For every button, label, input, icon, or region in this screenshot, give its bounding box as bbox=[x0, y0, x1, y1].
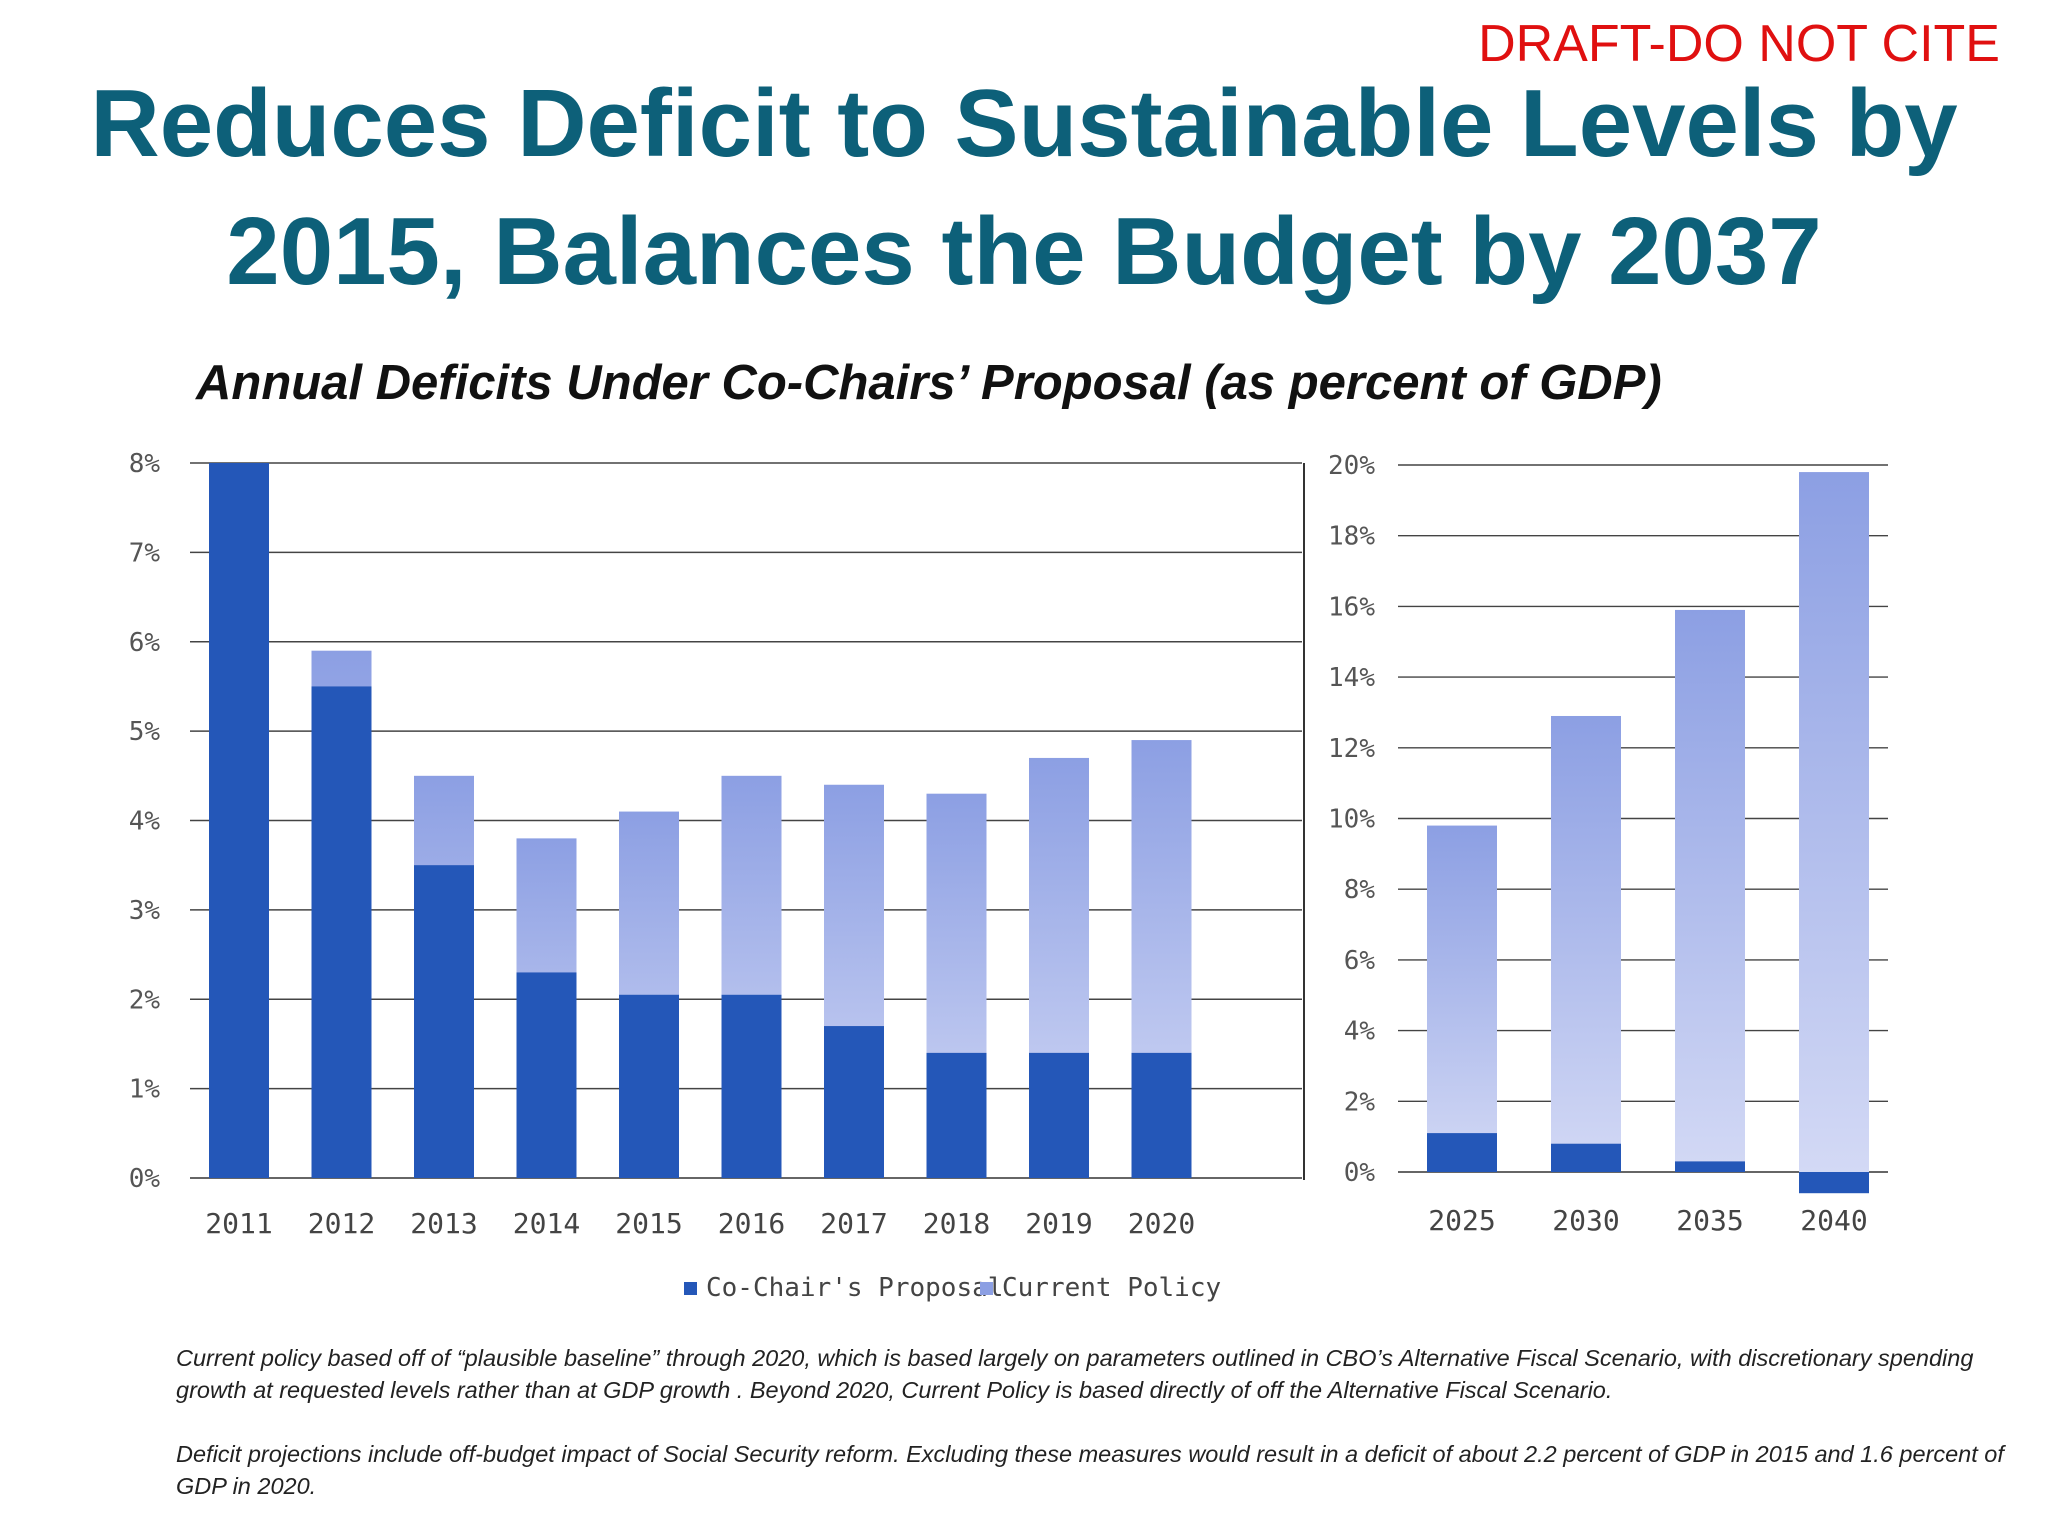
legend-label-policy: Current Policy bbox=[1002, 1273, 1221, 1303]
right-y-tick-label: 10% bbox=[1328, 805, 1375, 835]
left-bar-proposal-2018 bbox=[926, 1052, 987, 1178]
left-x-tick-label: 2014 bbox=[513, 1207, 580, 1240]
left-x-tick-label: 2015 bbox=[615, 1207, 682, 1240]
left-x-tick-label: 2011 bbox=[205, 1207, 272, 1240]
draft-label: DRAFT-DO NOT CITE bbox=[1478, 15, 2000, 73]
left-x-tick-label: 2018 bbox=[923, 1207, 990, 1240]
left-bar-proposal-2016 bbox=[721, 994, 782, 1178]
left-bar-proposal-2017 bbox=[824, 1026, 884, 1178]
right-bar-proposal-2040 bbox=[1799, 1172, 1869, 1194]
left-y-tick-label: 6% bbox=[129, 628, 161, 658]
left-x-tick-label: 2020 bbox=[1128, 1207, 1195, 1240]
left-y-tick-label: 2% bbox=[129, 985, 161, 1015]
right-y-tick-label: 4% bbox=[1344, 1017, 1376, 1047]
left-bar-proposal-2013 bbox=[414, 865, 474, 1178]
right-y-tick-label: 20% bbox=[1328, 451, 1375, 481]
left-x-tick-label: 2016 bbox=[718, 1207, 785, 1240]
right-y-tick-label: 12% bbox=[1328, 734, 1375, 764]
right-x-tick-label: 2040 bbox=[1800, 1204, 1867, 1237]
right-bar-current-policy-2035 bbox=[1675, 609, 1745, 1172]
right-y-tick-label: 18% bbox=[1328, 522, 1375, 552]
right-y-tick-label: 2% bbox=[1344, 1087, 1376, 1117]
right-x-tick-label: 2025 bbox=[1428, 1204, 1495, 1237]
left-y-tick-label: 0% bbox=[129, 1164, 161, 1194]
footnote-deficit-projections: Deficit projections include off-budget i… bbox=[176, 1441, 2004, 1499]
right-bar-current-policy-2040 bbox=[1799, 472, 1869, 1172]
right-bar-proposal-2035 bbox=[1675, 1161, 1745, 1172]
left-bar-proposal-2011 bbox=[209, 463, 269, 1178]
footnote-current-policy: Current policy based off of “plausible b… bbox=[176, 1345, 1974, 1403]
chart-legend: Co-Chair's Proposal Current Policy bbox=[684, 1273, 1221, 1303]
right-y-tick-label: 16% bbox=[1328, 592, 1375, 622]
right-y-tick-label: 0% bbox=[1344, 1158, 1376, 1188]
legend-swatch-proposal bbox=[684, 1282, 697, 1295]
right-bar-proposal-2030 bbox=[1551, 1143, 1621, 1172]
left-y-tick-label: 1% bbox=[129, 1075, 161, 1105]
right-x-tick-label: 2035 bbox=[1676, 1204, 1743, 1237]
left-x-tick-label: 2013 bbox=[410, 1207, 477, 1240]
left-bar-proposal-2020 bbox=[1131, 1052, 1192, 1178]
left-bar-proposal-2012 bbox=[311, 686, 372, 1178]
left-bar-proposal-2015 bbox=[619, 994, 679, 1178]
chart-2025-2040: 0% 2% 4% 6% 8% 10% 12% 14% 16% 18% 20% 2025 2030 2035… bbox=[1328, 451, 1888, 1237]
right-x-tick-label: 2030 bbox=[1552, 1204, 1619, 1237]
right-bar-current-policy-2030 bbox=[1551, 715, 1621, 1172]
left-y-tick-label: 8% bbox=[129, 449, 161, 479]
left-x-tick-label: 2012 bbox=[308, 1207, 375, 1240]
page-title: Reduces Deficit to Sustainable Levels by… bbox=[0, 60, 2048, 316]
right-y-tick-label: 6% bbox=[1344, 946, 1376, 976]
legend-swatch-policy bbox=[980, 1282, 993, 1295]
left-y-tick-label: 5% bbox=[129, 717, 161, 747]
title-line-1: Reduces Deficit to Sustainable Levels by bbox=[90, 70, 1958, 177]
right-bar-current-policy-2025 bbox=[1427, 825, 1497, 1172]
chart-2011-2020: 0% 1% 2% 3% 4% 5% 6% 7% 8% 2011 2012 2013 2014 2015 20… bbox=[129, 449, 1305, 1240]
chart-subtitle: Annual Deficits Under Co-Chairs’ Proposa… bbox=[196, 356, 1662, 410]
right-bar-proposal-2025 bbox=[1427, 1133, 1497, 1172]
legend-label-proposal: Co-Chair's Proposal bbox=[706, 1273, 1003, 1303]
left-bar-proposal-2014 bbox=[516, 972, 577, 1178]
left-x-tick-label: 2019 bbox=[1025, 1207, 1092, 1240]
left-y-tick-label: 3% bbox=[129, 896, 161, 926]
left-y-tick-label: 7% bbox=[129, 538, 161, 568]
left-y-tick-label: 4% bbox=[129, 807, 161, 837]
left-bar-proposal-2019 bbox=[1029, 1052, 1089, 1178]
title-line-2: 2015, Balances the Budget by 2037 bbox=[226, 198, 1822, 305]
right-y-tick-label: 8% bbox=[1344, 875, 1376, 905]
left-x-tick-label: 2017 bbox=[820, 1207, 887, 1240]
right-y-tick-label: 14% bbox=[1328, 663, 1375, 693]
